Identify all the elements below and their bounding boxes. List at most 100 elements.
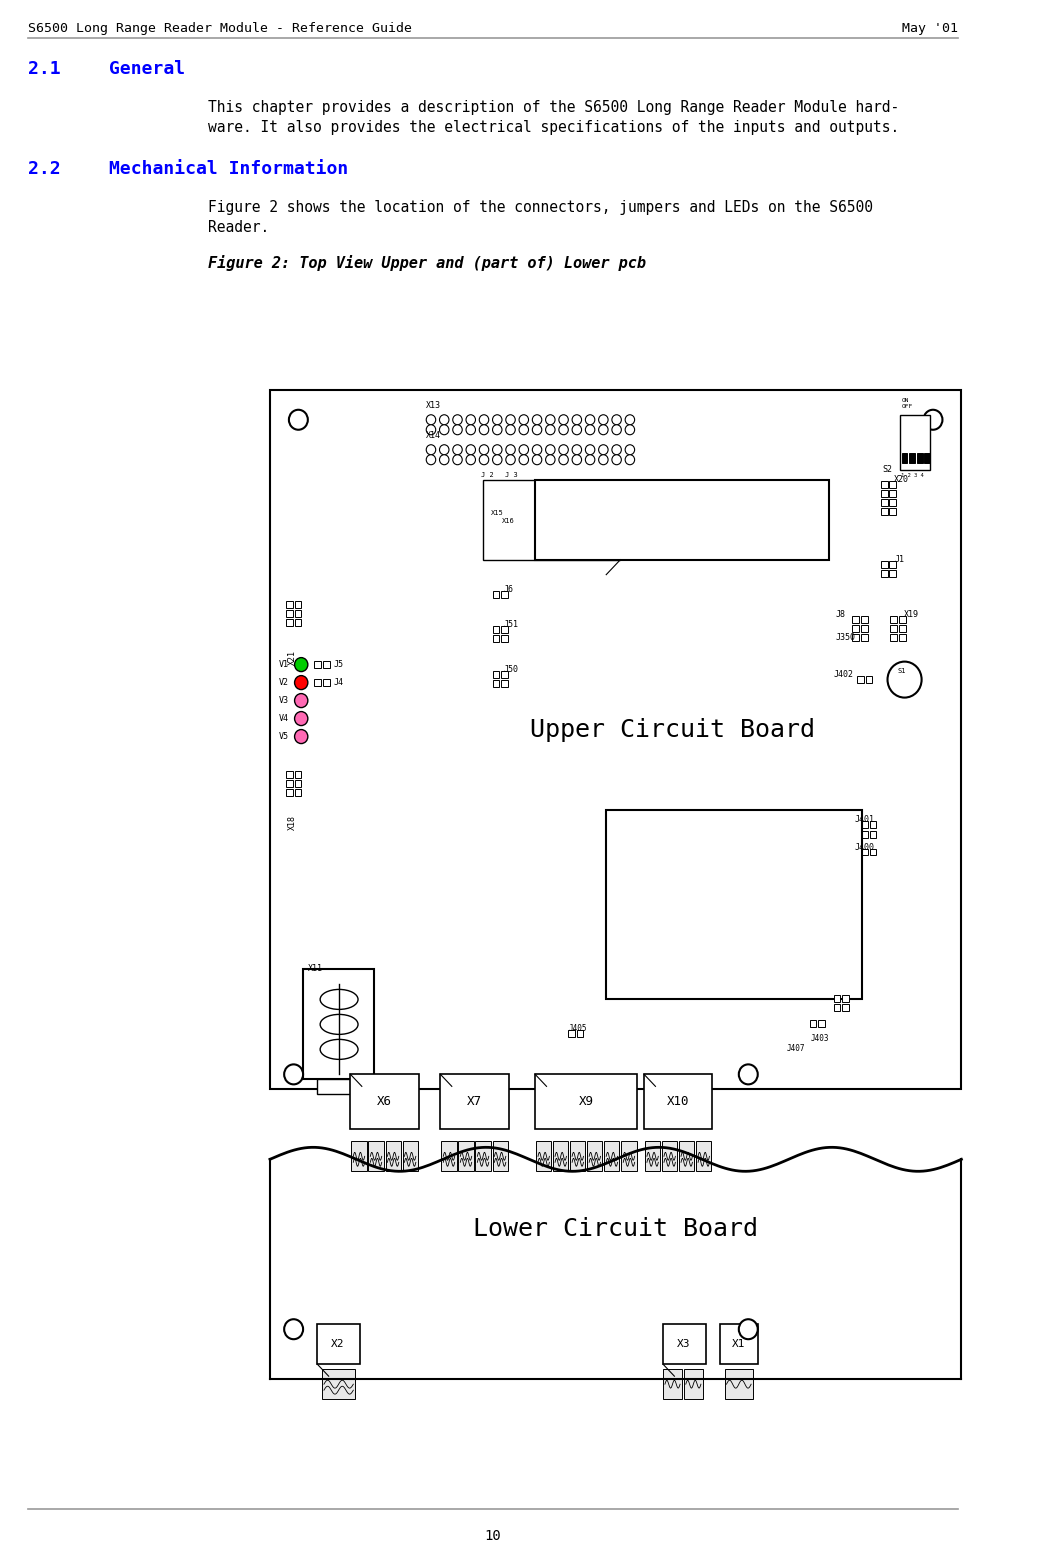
Circle shape [506,444,515,455]
Text: V3: V3 [279,696,289,705]
Text: OFF: OFF [902,404,913,408]
Bar [909,453,915,463]
Circle shape [599,455,608,464]
Bar [853,634,859,640]
Text: Figure 2 shows the location of the connectors, jumpers and LEDs on the S6500: Figure 2 shows the location of the conne… [208,200,873,215]
Circle shape [545,444,555,455]
Text: X16: X16 [502,518,514,524]
Circle shape [626,444,635,455]
Circle shape [532,425,541,435]
Bar [515,490,522,498]
Bar [889,569,896,577]
Circle shape [532,444,541,455]
Circle shape [559,415,568,425]
Circle shape [295,657,308,671]
Circle shape [545,425,555,435]
Bar [890,616,897,622]
Circle shape [453,415,462,425]
Bar [483,481,489,489]
Circle shape [506,415,515,425]
Text: J8: J8 [836,610,845,619]
Bar [295,619,301,625]
Bar [881,498,888,506]
Bar [861,616,867,622]
Bar [924,453,931,463]
Circle shape [573,444,582,455]
Bar [492,1142,508,1171]
Bar [385,1142,401,1171]
Bar [869,831,877,837]
Circle shape [492,425,502,435]
Bar [515,481,522,489]
Bar [476,1142,490,1171]
Bar [270,390,962,1089]
Bar [295,610,301,617]
Bar [318,1080,360,1094]
Text: X6: X6 [377,1095,392,1108]
Bar [286,619,293,625]
Circle shape [585,444,594,455]
Bar [492,625,500,633]
Text: General: General [109,60,185,77]
Text: S2: S2 [883,464,893,473]
Circle shape [612,415,621,425]
Text: X9: X9 [579,1095,593,1108]
Circle shape [289,410,308,430]
Circle shape [519,415,529,425]
Bar [866,676,872,682]
Circle shape [492,455,502,464]
Bar [351,1074,418,1129]
Text: J401: J401 [855,815,874,823]
Bar [483,490,489,498]
Bar [869,848,877,855]
Bar [853,625,859,631]
Circle shape [573,425,582,435]
Bar [890,625,897,631]
Bar [889,560,896,568]
Text: J1: J1 [894,555,905,563]
Bar [898,625,906,631]
Text: ON: ON [902,398,909,402]
Text: Lower Circuit Board: Lower Circuit Board [474,1217,758,1241]
Circle shape [626,425,635,435]
Bar [842,995,848,1002]
Bar [492,634,500,642]
Bar [286,610,293,617]
Text: S6500 Long Range Reader Module - Reference Guide: S6500 Long Range Reader Module - Referen… [28,22,412,36]
Bar [663,1324,706,1364]
Circle shape [532,455,541,464]
Bar [889,481,896,487]
Text: V5: V5 [279,732,289,741]
Circle shape [466,425,476,435]
Bar [606,809,862,999]
Text: 2.1: 2.1 [28,60,61,77]
Bar [881,490,888,497]
Bar [458,1142,474,1171]
Bar [861,848,867,855]
Bar [507,490,513,498]
Bar [323,679,330,685]
Bar [881,569,888,577]
Bar [492,679,500,687]
Circle shape [739,1064,758,1084]
Circle shape [479,425,489,435]
Bar [491,490,499,498]
Circle shape [479,415,489,425]
Text: Figure 2: Top View Upper and (part of) Lower pcb: Figure 2: Top View Upper and (part of) L… [208,255,646,271]
Ellipse shape [321,1015,358,1035]
Bar [834,1004,840,1012]
Text: X14: X14 [426,430,441,439]
Circle shape [506,455,515,464]
Text: J6: J6 [504,585,514,594]
Circle shape [295,712,308,726]
Circle shape [626,455,635,464]
Bar [889,507,896,515]
Circle shape [479,444,489,455]
Text: X13: X13 [426,401,441,410]
Bar [295,789,301,795]
Text: X20: X20 [894,475,909,484]
Text: J 3: J 3 [505,472,517,478]
Bar [501,591,508,597]
Circle shape [532,415,541,425]
Bar [492,591,500,597]
